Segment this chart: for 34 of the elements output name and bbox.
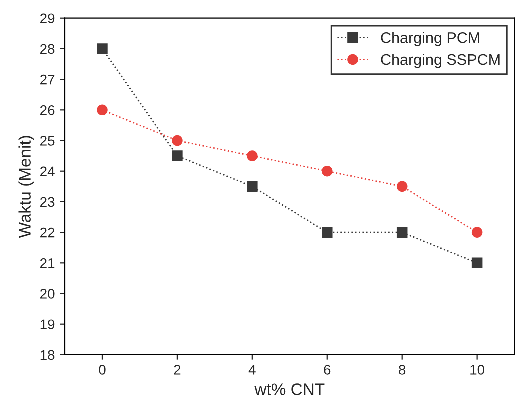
y-tick-label: 19 (40, 320, 55, 330)
x-tick-label: 10 (470, 365, 484, 375)
point (396, 227, 408, 238)
legend-label: Charging PCM (381, 32, 480, 46)
x-tick-label: 6 (324, 365, 331, 375)
y-tick-label: 23 (40, 197, 55, 208)
legend-label: Charging SSPCM (381, 54, 500, 68)
y-tick-label: 21 (40, 258, 55, 268)
y-tick-label: 18 (40, 350, 55, 360)
point (97, 44, 108, 54)
y-axis-title: Waktu (Menit) (18, 136, 34, 238)
y-tick-label: 24 (40, 166, 55, 176)
point (472, 227, 483, 238)
point (97, 104, 108, 116)
point (172, 150, 183, 162)
y-tick-label: 20 (40, 289, 55, 299)
y-tick-label: 29 (40, 14, 55, 24)
point (322, 166, 333, 177)
x-tick-label: 0 (99, 365, 106, 375)
point (247, 150, 258, 162)
point (247, 181, 258, 192)
point (172, 135, 183, 146)
x-axis-title: wt% CNT (254, 384, 325, 396)
y-tick-label: 26 (40, 105, 55, 116)
y-tick-label: 28 (40, 44, 55, 54)
x-tick-label: 8 (399, 365, 406, 375)
y-tick-label: 27 (40, 74, 55, 85)
x-tick-label: 2 (174, 365, 181, 375)
point (396, 181, 408, 192)
x-tick-label: 4 (248, 365, 256, 375)
y-tick-label: 22 (40, 228, 55, 238)
y-tick-label: 25 (40, 136, 55, 146)
point (472, 258, 483, 269)
point (322, 227, 333, 238)
